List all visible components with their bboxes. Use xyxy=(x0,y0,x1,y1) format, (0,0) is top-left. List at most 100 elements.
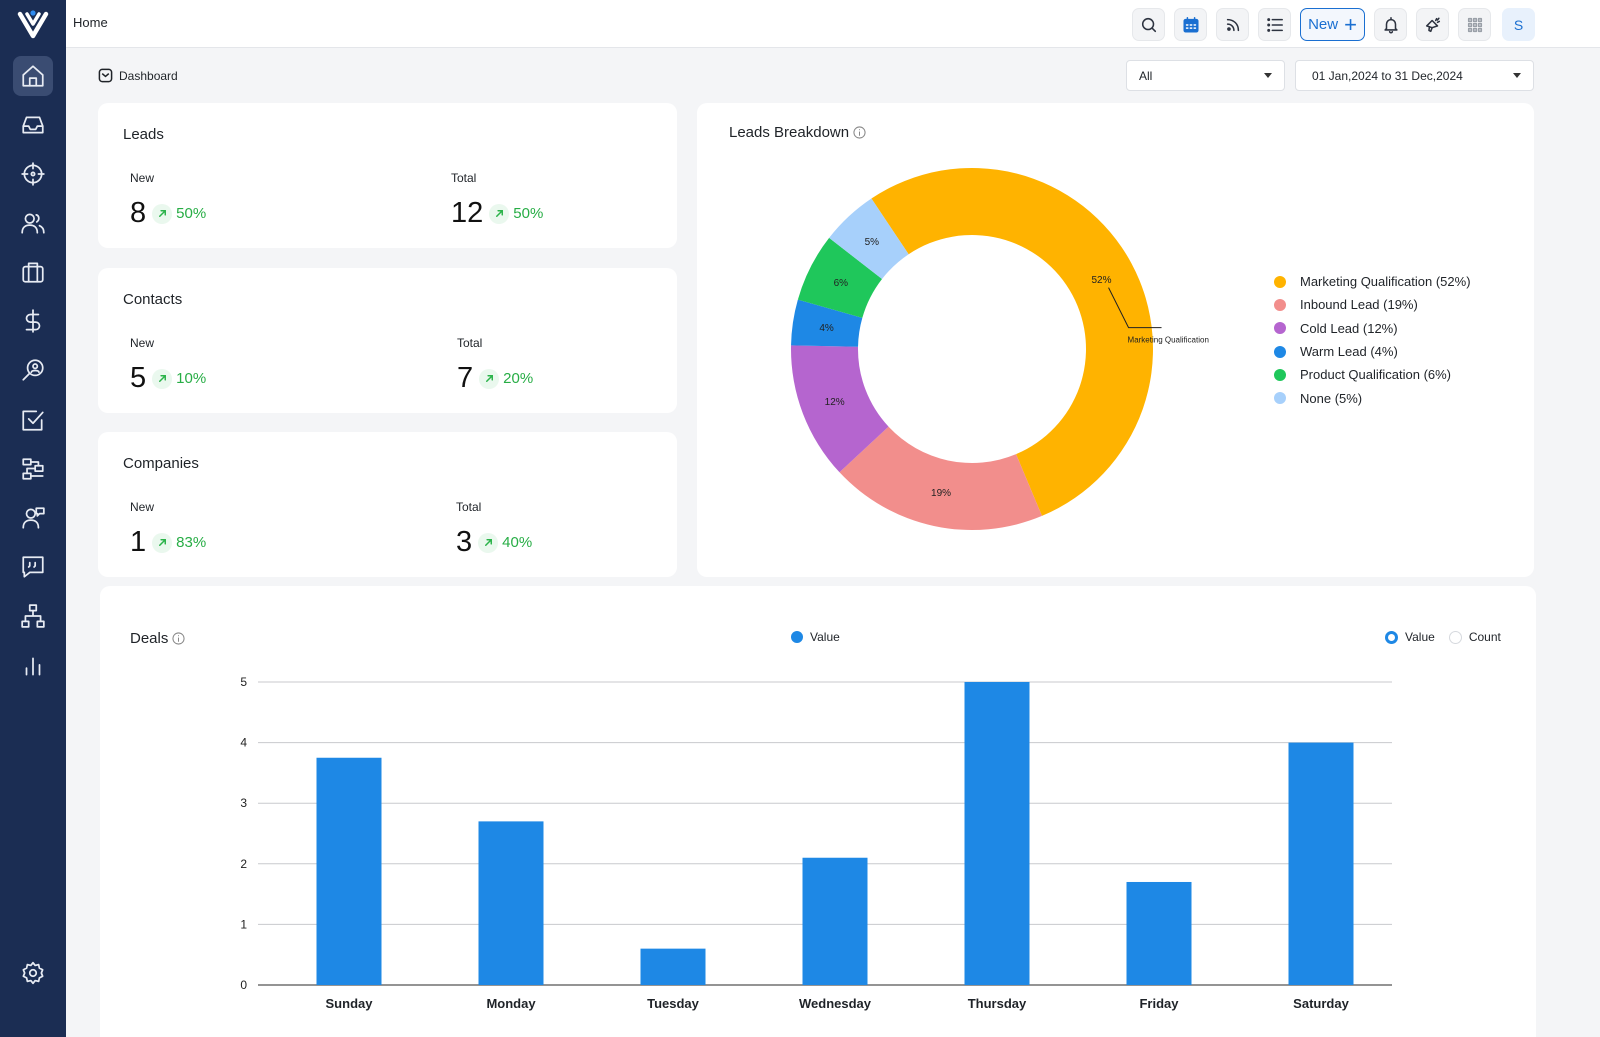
deals-title-text: Deals xyxy=(130,630,169,647)
legend-swatch xyxy=(1274,345,1286,358)
info-icon[interactable] xyxy=(172,632,185,645)
bar[interactable] xyxy=(316,757,382,985)
trend-up-icon xyxy=(479,368,500,389)
total-stat: Total 7 20% xyxy=(457,336,533,395)
sidebar-item-feedback[interactable] xyxy=(13,547,53,587)
new-button[interactable]: New + xyxy=(1300,8,1365,41)
x-tick-label: Saturday xyxy=(1293,996,1349,1011)
stat-value: 8 xyxy=(130,197,147,229)
bell-icon xyxy=(1383,16,1398,33)
bar[interactable] xyxy=(478,821,544,985)
bar[interactable] xyxy=(640,948,706,985)
sidebar-item-deals[interactable] xyxy=(13,301,53,341)
deals-card: Deals Value Value Count 0 1 2 3 4 5 Sunday Mond… xyxy=(100,586,1536,1037)
donut-slice[interactable] xyxy=(871,168,1153,516)
donut-slice[interactable] xyxy=(791,299,863,347)
sidebar-item-support[interactable] xyxy=(13,498,53,538)
legend-label: Cold Lead (12%) xyxy=(1300,320,1398,336)
card-title: Leads xyxy=(123,126,164,143)
sidebar-item-contacts[interactable] xyxy=(13,203,53,243)
sidebar-item-inbox[interactable] xyxy=(13,105,53,145)
apps-button[interactable] xyxy=(1458,8,1491,41)
calendar-button[interactable] xyxy=(1174,8,1207,41)
stat-value: 5 xyxy=(130,362,147,394)
value-radio[interactable]: Value xyxy=(1385,630,1435,644)
legend-item[interactable]: Product Qualification (6%) xyxy=(1274,363,1471,386)
agent-chat-icon xyxy=(22,507,45,529)
legend-label: Product Qualification (6%) xyxy=(1300,367,1452,383)
calendar-icon xyxy=(1182,16,1199,33)
legend-item[interactable]: Warm Lead (4%) xyxy=(1274,340,1471,363)
list-button[interactable] xyxy=(1258,8,1291,41)
new-stat: New 1 83% xyxy=(130,500,206,559)
bar[interactable] xyxy=(1288,742,1354,985)
legend-item[interactable]: Marketing Qualification (52%) xyxy=(1274,270,1471,293)
donut-slice[interactable] xyxy=(791,345,889,473)
sidebar-item-reports[interactable] xyxy=(13,646,53,686)
donut-slice[interactable] xyxy=(797,237,883,318)
search-person-icon xyxy=(22,359,44,381)
dashboard-icon xyxy=(98,68,113,83)
feed-button[interactable] xyxy=(1216,8,1249,41)
users-icon xyxy=(21,213,45,234)
legend-item[interactable]: Inbound Lead (19%) xyxy=(1274,293,1471,316)
donut-slice[interactable] xyxy=(839,426,1042,530)
bar-chart-icon xyxy=(25,657,41,676)
stat-label: New xyxy=(130,171,155,185)
sidebar-item-hierarchy[interactable] xyxy=(13,596,53,636)
type-select[interactable]: All xyxy=(1126,60,1285,91)
leads-breakdown-card: Leads Breakdown 52% Marketing Qualificati… xyxy=(697,103,1534,577)
announcements-button[interactable] xyxy=(1416,8,1449,41)
leads-donut-chart: 52% Marketing Qualification 19% 12% 4% 6% 5% xyxy=(791,168,1209,530)
notifications-button[interactable] xyxy=(1374,8,1407,41)
bar[interactable] xyxy=(1126,881,1192,985)
radio-label: Count xyxy=(1468,630,1501,644)
sidebar-item-companies[interactable] xyxy=(13,252,53,292)
legend-item[interactable]: Cold Lead (12%) xyxy=(1274,317,1471,340)
legend-swatch xyxy=(1274,392,1286,405)
slice-label: 6% xyxy=(834,278,849,289)
slice-label: 12% xyxy=(825,397,845,408)
stat-value: 7 xyxy=(457,362,474,394)
total-stat: Total 3 40% xyxy=(456,500,532,559)
y-tick-label: 2 xyxy=(240,857,247,871)
y-tick-label: 5 xyxy=(240,675,247,689)
y-tick-label: 1 xyxy=(240,917,247,931)
legend-swatch xyxy=(1274,368,1286,381)
legend-item[interactable]: None (5%) xyxy=(1274,386,1471,409)
breadcrumb-label: Dashboard xyxy=(119,68,178,83)
quote-bubble-icon xyxy=(22,556,44,578)
stat-label: Total xyxy=(456,500,482,514)
sidebar-item-settings[interactable] xyxy=(13,953,53,993)
plus-icon: + xyxy=(1344,11,1357,37)
x-tick-label: Friday xyxy=(1139,996,1179,1011)
info-icon[interactable] xyxy=(853,126,866,139)
search-button[interactable] xyxy=(1132,8,1165,41)
stat-label: New xyxy=(130,336,155,350)
date-range-select[interactable]: 01 Jan,2024 to 31 Dec,2024 xyxy=(1295,60,1534,91)
donut-slice[interactable] xyxy=(829,198,909,280)
sidebar-item-prospecting[interactable] xyxy=(13,350,53,390)
trend-percent: 10% xyxy=(176,370,207,387)
sidebar-item-tasks[interactable] xyxy=(13,400,53,440)
y-tick-label: 4 xyxy=(240,736,247,750)
user-avatar[interactable]: S xyxy=(1502,8,1535,41)
sidebar-item-leads[interactable] xyxy=(13,154,53,194)
bar[interactable] xyxy=(964,682,1030,985)
card-title: Contacts xyxy=(123,291,183,308)
breakdown-title-text: Leads Breakdown xyxy=(729,124,850,141)
bar[interactable] xyxy=(802,857,868,985)
value-count-toggle: Value Count xyxy=(1385,630,1515,644)
new-stat: New 8 50% xyxy=(130,171,206,230)
sidebar-item-workflows[interactable] xyxy=(13,449,53,489)
legend-label: None (5%) xyxy=(1300,390,1363,406)
stat-label: Total xyxy=(457,336,483,350)
new-button-label: New xyxy=(1308,16,1339,33)
app-logo[interactable] xyxy=(17,8,49,40)
callout-line xyxy=(1108,287,1162,329)
sidebar-item-home[interactable] xyxy=(13,56,53,96)
top-header: Home New + S xyxy=(66,0,1600,48)
home-icon xyxy=(22,65,44,87)
apps-grid-icon xyxy=(1467,17,1482,32)
count-radio[interactable]: Count xyxy=(1448,630,1501,644)
